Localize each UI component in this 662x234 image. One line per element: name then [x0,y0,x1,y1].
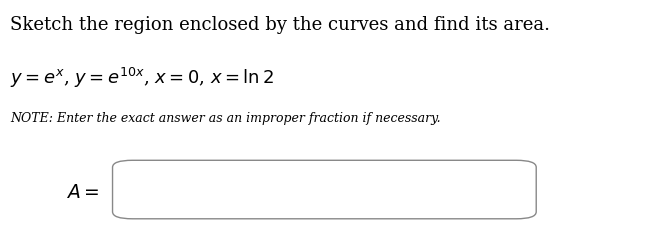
Text: $A =$: $A =$ [66,184,99,202]
Text: $y = e^{x}$, $y = e^{10x}$, $x = 0$, $x = \ln 2$: $y = e^{x}$, $y = e^{10x}$, $x = 0$, $x … [10,66,274,90]
Text: Sketch the region enclosed by the curves and find its area.: Sketch the region enclosed by the curves… [10,16,550,34]
Text: NOTE: Enter the exact answer as an improper fraction if necessary.: NOTE: Enter the exact answer as an impro… [10,112,440,125]
FancyBboxPatch shape [113,160,536,219]
